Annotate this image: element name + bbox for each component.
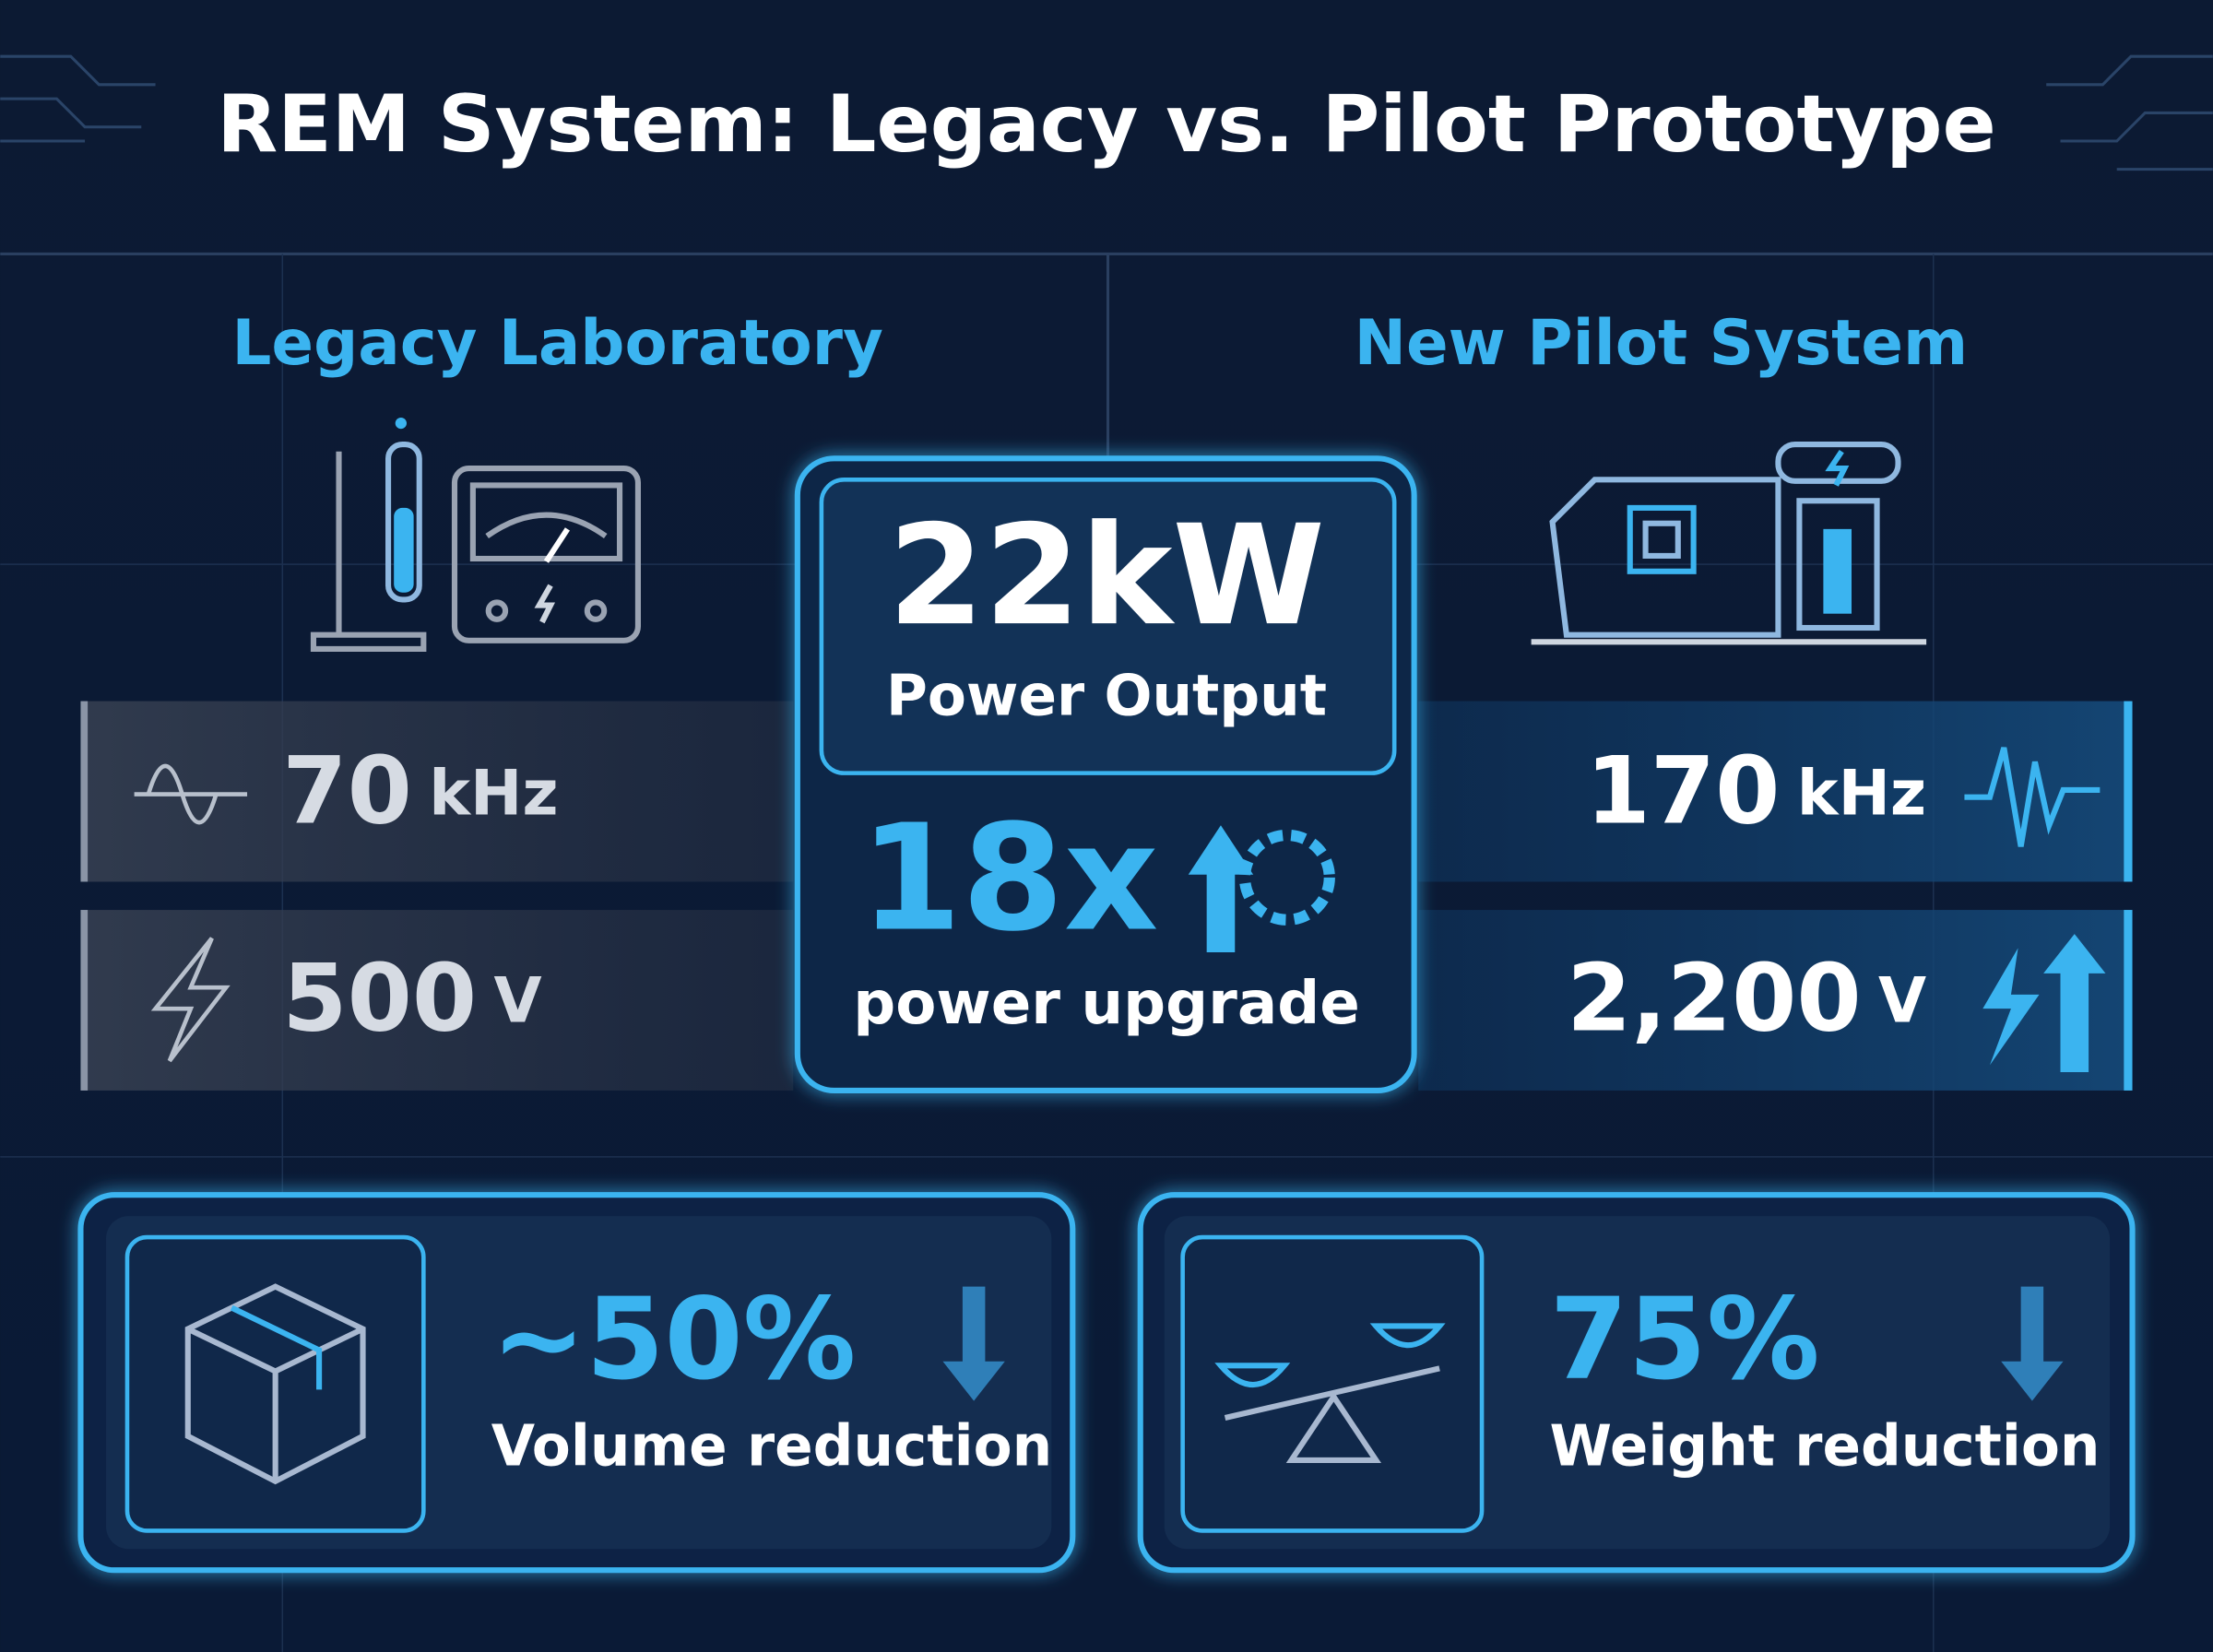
- box-icon: [184, 1283, 366, 1485]
- pilot-frequency: 170 kHz: [1586, 736, 1927, 844]
- voltage-value: 500: [282, 943, 477, 1052]
- voltage-unit: V: [493, 964, 541, 1036]
- row-accent: [2124, 701, 2133, 882]
- lab-icon: [310, 417, 641, 653]
- frequency-value: 170: [1586, 736, 1781, 844]
- arrow-up-icon: [1188, 825, 1254, 952]
- voltage-unit: V: [1878, 964, 1926, 1036]
- power-label: Power Output: [886, 664, 1327, 729]
- power-card: [819, 478, 1397, 775]
- pilot-voltage: 2,200 V: [1567, 943, 1926, 1052]
- title: REM System: Legacy vs. Pilot Prototype: [217, 78, 1995, 171]
- row-accent: [2124, 910, 2133, 1091]
- row-accent: [80, 910, 89, 1091]
- upgrade-label: power upgrade: [853, 969, 1360, 1038]
- legacy-heading: Legacy Laboratory: [232, 307, 883, 379]
- volume-value: ~50%: [491, 1273, 857, 1405]
- bolt-icon: [150, 937, 231, 1063]
- pilot-heading: New Pilot System: [1355, 307, 1969, 379]
- weight-label: Weight reduction: [1550, 1414, 2101, 1480]
- icon-box: [1180, 1234, 1485, 1533]
- scale-icon: [1214, 1323, 1446, 1463]
- system-icon: [1531, 441, 1927, 645]
- legacy-voltage-row: [80, 910, 794, 1091]
- sine-icon: [134, 763, 248, 825]
- gear-icon: [1238, 829, 1335, 926]
- legacy-frequency: 70 kHz: [282, 736, 558, 844]
- frequency-unit: kHz: [1797, 757, 1926, 829]
- voltage-value: 2,200: [1567, 943, 1861, 1052]
- bolt-icon: [1982, 948, 2040, 1066]
- row-accent: [80, 701, 89, 882]
- upgrade-value: 18x: [859, 793, 1158, 964]
- weight-value: 75%: [1550, 1273, 1820, 1405]
- frequency-value: 70: [282, 736, 412, 844]
- volume-label: Volume reduction: [491, 1414, 1052, 1480]
- arrow-down-icon: [2001, 1286, 2064, 1401]
- legacy-frequency-row: [80, 701, 794, 882]
- arrow-down-icon: [942, 1286, 1005, 1401]
- power-value: 22kW: [888, 496, 1325, 656]
- frequency-unit: kHz: [429, 757, 558, 829]
- wave-icon: [1964, 747, 2101, 847]
- circuit-decoration: [0, 54, 2213, 171]
- legacy-voltage: 500 V: [282, 943, 541, 1052]
- arrow-up-icon: [2043, 934, 2106, 1073]
